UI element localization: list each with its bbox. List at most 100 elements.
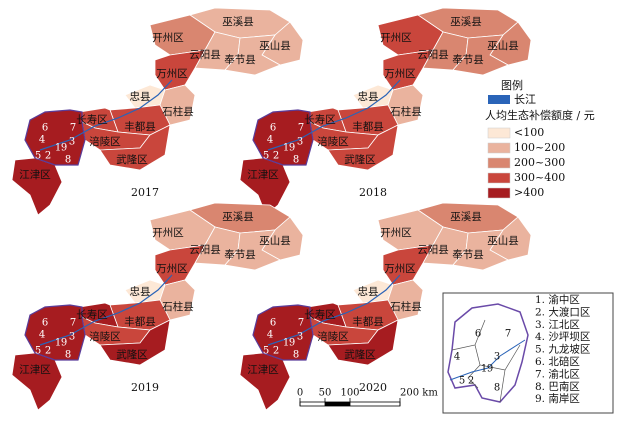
region-label: 丰都县 — [352, 120, 384, 133]
legend-swatch — [487, 157, 511, 169]
district-number: 9 — [61, 338, 67, 349]
district-number: 1 — [55, 338, 61, 349]
river — [267, 274, 401, 346]
region-label: 开州区 — [152, 32, 184, 44]
region-label: 长寿区 — [76, 308, 108, 321]
region — [382, 49, 434, 91]
region-label: 江津区 — [19, 364, 51, 376]
region-label: 武隆区 — [116, 348, 148, 361]
inset-number: 6 — [475, 329, 481, 340]
region — [252, 109, 314, 166]
region — [327, 124, 399, 171]
district-number: 8 — [293, 350, 299, 361]
district-number: 1 — [283, 338, 289, 349]
district-number: 2 — [45, 346, 51, 357]
inset-list-item: 5. 九龙坡区 — [535, 343, 590, 356]
region-label: 忠县 — [358, 286, 379, 298]
region — [239, 352, 291, 411]
region-label: 云阳县 — [189, 49, 221, 61]
year-label: 2020 — [359, 381, 387, 394]
region-label: 石柱县 — [162, 105, 194, 118]
region-label: 长寿区 — [304, 113, 336, 126]
district-number: 8 — [65, 350, 71, 361]
district-number: 7 — [70, 123, 76, 134]
inset-list-item: 3. 江北区 — [535, 319, 580, 331]
district-number: 5 — [263, 151, 269, 162]
region-label: 丰都县 — [352, 315, 384, 328]
district-number: 8 — [65, 155, 71, 166]
district-number: 4 — [39, 330, 45, 341]
year-label: 2019 — [131, 381, 159, 394]
region-label: 巫溪县 — [222, 211, 254, 223]
region-label: 万州区 — [384, 263, 416, 275]
district-number: 3 — [297, 137, 303, 148]
district-number: 7 — [298, 123, 304, 134]
district-number: 2 — [273, 346, 279, 357]
region — [24, 109, 86, 166]
district-number: 1 — [55, 143, 61, 154]
region-label: 巫溪县 — [450, 211, 482, 223]
district-number: 2 — [45, 151, 51, 162]
inset-number: 3 — [494, 352, 500, 363]
district-number: 8 — [293, 155, 299, 166]
region-label: 江津区 — [247, 364, 279, 376]
district-number: 3 — [69, 137, 75, 148]
legend-label: 200~300 — [514, 156, 565, 169]
region-label: 开州区 — [380, 227, 412, 239]
inset-number: 4 — [454, 352, 460, 363]
year-label: 2018 — [359, 186, 387, 199]
region — [11, 352, 63, 411]
region — [11, 157, 63, 216]
region-label: 涪陵区 — [89, 135, 121, 148]
district-number: 6 — [42, 123, 48, 134]
scale-bar-fill — [325, 402, 350, 406]
legend-river-label: 长江 — [514, 93, 536, 106]
region — [252, 304, 314, 361]
scale-label: 50 — [319, 388, 332, 399]
legend-label: >400 — [514, 186, 544, 199]
map-panel: 巫溪县开州区云阳县巫山县奉节县万州区忠县石柱县丰都县长寿区涪陵区武隆区江津区12… — [239, 202, 532, 411]
inset-number: 1 — [481, 364, 487, 375]
district-number: 7 — [298, 318, 304, 329]
inset-number: 8 — [494, 383, 500, 394]
region — [382, 244, 434, 286]
inset-list-item: 4. 沙坪坝区 — [535, 330, 590, 343]
year-label: 2017 — [131, 186, 159, 199]
region-label: 开州区 — [152, 227, 184, 239]
region-label: 云阳县 — [189, 244, 221, 256]
inset-river — [449, 339, 526, 381]
inset-borders — [451, 319, 521, 403]
river — [39, 274, 173, 346]
region-label: 石柱县 — [162, 300, 194, 313]
region-label: 奉节县 — [452, 248, 484, 261]
legend-swatch — [487, 187, 511, 199]
scale-label: 200 km — [400, 388, 438, 399]
inset-list-item: 1. 渝中区 — [535, 293, 580, 306]
region-label: 武隆区 — [116, 153, 148, 166]
river — [267, 79, 401, 151]
region-label: 奉节县 — [224, 53, 256, 66]
region — [154, 244, 206, 286]
region — [99, 124, 171, 171]
region-label: 江津区 — [19, 169, 51, 181]
district-number: 5 — [263, 346, 269, 357]
region — [154, 49, 206, 91]
region-label: 巫溪县 — [222, 16, 254, 28]
district-number: 2 — [273, 151, 279, 162]
region-label: 巫山县 — [487, 235, 519, 247]
region-label: 涪陵区 — [317, 135, 349, 148]
region-label: 云阳县 — [417, 49, 449, 61]
district-number: 7 — [70, 318, 76, 329]
district-number: 5 — [35, 346, 41, 357]
region-label: 涪陵区 — [89, 330, 121, 343]
region — [99, 319, 171, 366]
district-number: 6 — [270, 318, 276, 329]
legend-river-swatch — [488, 95, 510, 104]
region-label: 忠县 — [130, 91, 151, 103]
region — [452, 229, 509, 271]
region-label: 石柱县 — [390, 300, 422, 313]
region-label: 江津区 — [247, 169, 279, 181]
district-number: 1 — [283, 143, 289, 154]
region-label: 丰都县 — [124, 120, 156, 133]
district-number: 6 — [42, 318, 48, 329]
